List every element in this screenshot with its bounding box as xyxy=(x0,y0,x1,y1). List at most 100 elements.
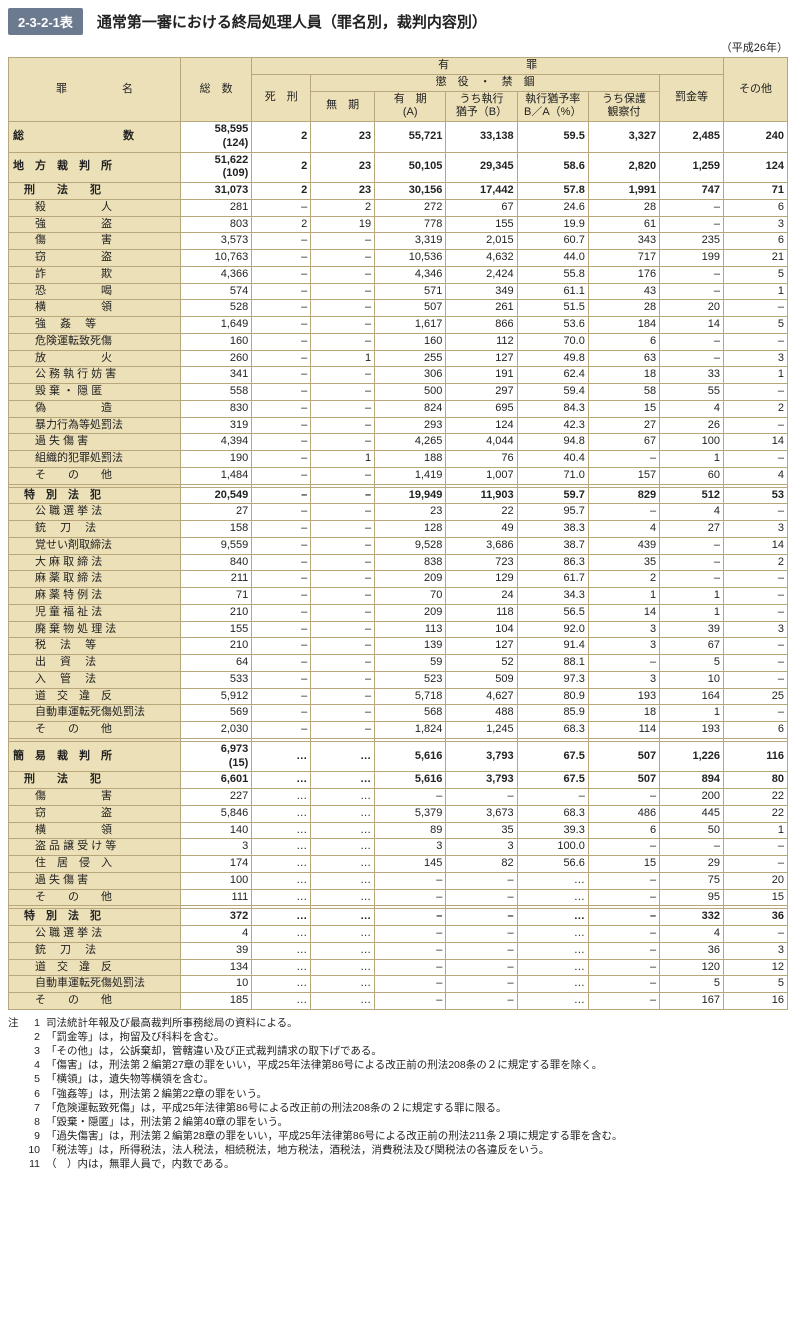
cell: – xyxy=(252,487,311,504)
cell: 6 xyxy=(724,233,788,250)
cell: – xyxy=(724,638,788,655)
cell: 118 xyxy=(446,604,517,621)
cell: 22 xyxy=(724,789,788,806)
cell: … xyxy=(311,959,375,976)
cell: 33,138 xyxy=(446,122,517,153)
cell: 22 xyxy=(446,504,517,521)
cell: 56.5 xyxy=(517,604,588,621)
table-row: 毀 棄 ・ 隠 匿558––50029759.45855– xyxy=(9,384,788,401)
note-line: 11（ ）内は，無罪人員で，内数である。 xyxy=(8,1157,788,1171)
cell: 10,536 xyxy=(375,250,446,267)
cell: 1,617 xyxy=(375,317,446,334)
cell: 5,912 xyxy=(181,688,252,705)
cell: 1,649 xyxy=(181,317,252,334)
cell: 20,549 xyxy=(181,487,252,504)
row-name: 児 童 福 祉 法 xyxy=(9,604,181,621)
cell: 3 xyxy=(724,350,788,367)
cell: 190 xyxy=(181,451,252,468)
cell: 104 xyxy=(446,621,517,638)
cell: – xyxy=(375,889,446,906)
cell: – xyxy=(660,350,724,367)
cell: 3 xyxy=(446,839,517,856)
cell: – xyxy=(252,451,311,468)
cell: 1,419 xyxy=(375,467,446,484)
cell: 18 xyxy=(588,705,659,722)
cell: 717 xyxy=(588,250,659,267)
row-name: そ の 他 xyxy=(9,889,181,906)
cell: – xyxy=(311,367,375,384)
cell: 25 xyxy=(724,688,788,705)
cell: … xyxy=(252,856,311,873)
cell: 58.6 xyxy=(517,152,588,183)
cell: … xyxy=(311,856,375,873)
cell: – xyxy=(252,655,311,672)
cell: 4 xyxy=(588,521,659,538)
cell: … xyxy=(311,772,375,789)
cell: 261 xyxy=(446,300,517,317)
cell: 558 xyxy=(181,384,252,401)
cell: 5,846 xyxy=(181,805,252,822)
cell: 4,632 xyxy=(446,250,517,267)
table-row: 廃 棄 物 処 理 法155––11310492.03393 xyxy=(9,621,788,638)
table-head: 罪 名 総 数 有 罪 その他 死 刑 懲 役 ・ 禁 錮 罰金等 無 期 有 … xyxy=(9,58,788,122)
row-name: 盗 品 譲 受 け 等 xyxy=(9,839,181,856)
cell: … xyxy=(252,741,311,772)
cell: 6 xyxy=(588,333,659,350)
cell: 100.0 xyxy=(517,839,588,856)
row-name: 詐 欺 xyxy=(9,266,181,283)
cell: 1 xyxy=(660,705,724,722)
cell: – xyxy=(724,705,788,722)
cell: – xyxy=(724,655,788,672)
cell: 129 xyxy=(446,571,517,588)
cell: 2,485 xyxy=(660,122,724,153)
table-row: 偽 造830––82469584.31542 xyxy=(9,400,788,417)
cell: 95 xyxy=(660,889,724,906)
row-name: 総 数 xyxy=(9,122,181,153)
cell: 63 xyxy=(588,350,659,367)
cell: 4,394 xyxy=(181,434,252,451)
table-row: 刑 法 犯6,601……5,6163,79367.550789480 xyxy=(9,772,788,789)
row-name: そ の 他 xyxy=(9,467,181,484)
cell: 211 xyxy=(181,571,252,588)
cell: … xyxy=(311,993,375,1010)
cell: 50 xyxy=(660,822,724,839)
cell: – xyxy=(724,417,788,434)
cell: 2 xyxy=(252,183,311,200)
cell: … xyxy=(311,805,375,822)
cell: 94.8 xyxy=(517,434,588,451)
cell: 44.0 xyxy=(517,250,588,267)
cell: 3,319 xyxy=(375,233,446,250)
cell: – xyxy=(252,521,311,538)
cell: … xyxy=(311,976,375,993)
cell: 39.3 xyxy=(517,822,588,839)
cell: – xyxy=(252,417,311,434)
row-name: 窃 盗 xyxy=(9,805,181,822)
table-row: 傷 害3,573––3,3192,01560.73432356 xyxy=(9,233,788,250)
cell: 3 xyxy=(588,671,659,688)
cell: – xyxy=(311,588,375,605)
cell: – xyxy=(252,350,311,367)
cell: 3,793 xyxy=(446,772,517,789)
cell: – xyxy=(252,554,311,571)
cell: … xyxy=(252,772,311,789)
cell: 18 xyxy=(588,367,659,384)
cell: 4,346 xyxy=(375,266,446,283)
cell: 145 xyxy=(375,856,446,873)
cell: … xyxy=(311,926,375,943)
row-name: 地 方 裁 判 所 xyxy=(9,152,181,183)
cell: – xyxy=(252,199,311,216)
table-row: 覚せい剤取締法9,559––9,5283,68638.7439–14 xyxy=(9,537,788,554)
cell: 512 xyxy=(660,487,724,504)
cell: – xyxy=(252,333,311,350)
row-name: そ の 他 xyxy=(9,993,181,1010)
cell: 445 xyxy=(660,805,724,822)
cell: 297 xyxy=(446,384,517,401)
cell: 24.6 xyxy=(517,199,588,216)
cell: 3 xyxy=(724,521,788,538)
note-line: 注1司法統計年報及び最高裁判所事務総局の資料による。 xyxy=(8,1016,788,1030)
cell: – xyxy=(311,504,375,521)
cell: … xyxy=(517,942,588,959)
table-row: 出 資 法64––595288.1–5– xyxy=(9,655,788,672)
cell: – xyxy=(252,266,311,283)
cell: 61 xyxy=(588,216,659,233)
